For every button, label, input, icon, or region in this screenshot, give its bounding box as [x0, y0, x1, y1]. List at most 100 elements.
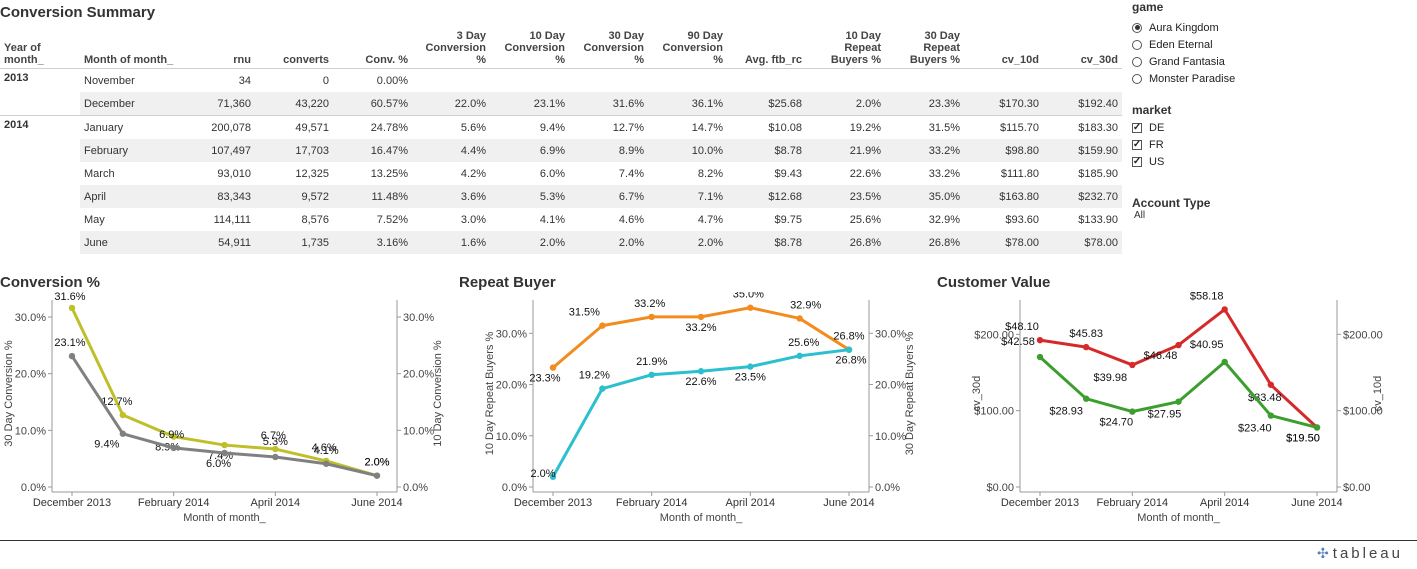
x-tick-label: April 2014: [251, 497, 301, 509]
table-cell: 5.6%: [412, 115, 490, 139]
col-header-cv10d[interactable]: cv_10d: [1001, 54, 1039, 66]
data-label: $39.98: [1094, 372, 1128, 384]
tableau-logo[interactable]: ✣ tableau: [1317, 545, 1403, 562]
data-point: [272, 453, 279, 461]
table-cell: 22.0%: [412, 92, 490, 116]
table-cell: $93.60: [1005, 213, 1039, 226]
data-label: 2.0%: [364, 457, 389, 469]
data-point: [599, 385, 606, 392]
customer-value-chart: $0.00 $0.00 $100.00 $100.00 $200.00 $200.00 De…: [971, 292, 1384, 524]
x-tick-label: April 2014: [726, 497, 776, 509]
y-tick-label-left: 0.0%: [21, 482, 46, 494]
data-point: [322, 460, 330, 467]
checkbox[interactable]: ✓: [1132, 138, 1142, 150]
conversion-chart: 0.0% 0.0% 10.0% 10.0% 20.0% 20.0% 30.0% 30.0% De…: [3, 292, 444, 524]
table-cell: 12.7%: [569, 115, 648, 139]
filter-game-title: game: [1132, 0, 1164, 14]
col-header-month[interactable]: Month of month_: [84, 54, 174, 66]
data-point: [1082, 343, 1090, 351]
col-header-avg-ftb[interactable]: Avg. ftb_rc: [744, 54, 802, 66]
data-point: [1175, 341, 1182, 349]
table-cell: 5.3%: [490, 185, 569, 208]
game-option-label: Monster Paradise: [1149, 72, 1236, 85]
table-cell: 3.0%: [460, 213, 486, 226]
data-point: [648, 313, 655, 321]
account-type-dropdown[interactable]: All: [1134, 210, 1146, 221]
table-cell: $133.90: [1078, 213, 1118, 226]
table-cell: $185.90: [1078, 167, 1118, 180]
data-label: $23.40: [1238, 423, 1272, 435]
y-axis-title-right: cv_10d: [1372, 376, 1384, 411]
table-cell: $8.78: [727, 139, 806, 162]
market-option[interactable]: ✓ DE: [1132, 119, 1402, 136]
col-header-3day[interactable]: 3 Day Conversion %: [425, 30, 486, 66]
y-axis-title-left: cv_30d: [971, 376, 983, 411]
data-point: [170, 433, 177, 440]
data-label: $42.58: [1001, 336, 1035, 348]
table-cell: 4.4%: [412, 139, 490, 162]
table-cell: 43,220: [255, 92, 333, 116]
table-cell: 14.7%: [648, 115, 727, 139]
table-cell: [569, 68, 648, 92]
table-cell: $9.75: [774, 213, 802, 226]
table-cell: $12.68: [727, 185, 806, 208]
data-point: [549, 364, 557, 371]
market-option-label: DE: [1149, 121, 1165, 134]
cell-year: [0, 92, 80, 116]
col-header-10day[interactable]: 10 Day Conversion %: [504, 30, 565, 66]
y-tick-label-left: $200.00: [974, 329, 1014, 341]
radio-button[interactable]: [1132, 22, 1142, 33]
data-label: $46.48: [1144, 350, 1178, 362]
col-header-10day-repeat[interactable]: 10 Day Repeat Buyers %: [830, 30, 881, 66]
col-header-cv30d[interactable]: cv_30d: [1080, 54, 1118, 66]
game-option-label: Grand Fantasia: [1149, 55, 1225, 68]
cell-month: November: [80, 68, 182, 92]
data-label: 22.6%: [685, 376, 716, 388]
y-tick-label-right: $0.00: [1343, 482, 1371, 494]
data-label: 23.1%: [54, 337, 85, 349]
data-point: [1036, 353, 1044, 361]
game-option[interactable]: Grand Fantasia: [1132, 53, 1402, 70]
col-header-year[interactable]: Year of month_: [4, 42, 44, 66]
checkbox[interactable]: ✓: [1132, 121, 1142, 133]
table-cell: 7.52%: [376, 213, 408, 226]
x-tick-label: June 2014: [1291, 497, 1342, 509]
data-point: [845, 346, 853, 353]
game-option-label: Aura Kingdom: [1149, 21, 1219, 34]
cell-year: 2014: [0, 115, 80, 139]
table-cell: [490, 68, 569, 92]
checkbox[interactable]: ✓: [1132, 155, 1142, 167]
col-header-90day[interactable]: 90 Day Conversion %: [662, 30, 723, 66]
data-label: 26.8%: [835, 355, 866, 367]
radio-button[interactable]: [1132, 39, 1142, 50]
table-cell: [648, 68, 727, 92]
radio-button[interactable]: [1132, 73, 1142, 84]
market-option[interactable]: ✓ FR: [1132, 136, 1402, 153]
table-cell: 1.6%: [412, 231, 490, 254]
y-tick-label-right: 10.0%: [403, 425, 434, 437]
data-label: 6.0%: [206, 458, 231, 470]
col-header-rnu[interactable]: rnu: [233, 54, 251, 66]
col-header-converts[interactable]: converts: [283, 54, 329, 66]
table-cell: 4.6%: [618, 213, 644, 226]
market-option[interactable]: ✓ US: [1132, 153, 1402, 170]
table-cell: 3.16%: [333, 231, 412, 254]
y-tick-label-right: 0.0%: [875, 482, 900, 494]
table-row: June 54,911 1,735 3.16% 1.6% 2.0% 2.0% 2.0% $8.7…: [0, 231, 1122, 254]
col-header-conv-pct[interactable]: Conv. %: [365, 54, 408, 66]
game-option[interactable]: Aura Kingdom: [1132, 19, 1402, 36]
table-cell: 2.0%: [806, 92, 885, 116]
col-header-30day[interactable]: 30 Day Conversion %: [583, 30, 644, 66]
radio-button[interactable]: [1132, 56, 1142, 67]
table-cell: 200,078: [182, 115, 255, 139]
cell-month: December: [80, 92, 182, 116]
game-option[interactable]: Monster Paradise: [1132, 70, 1402, 87]
data-point: [599, 322, 606, 329]
game-option[interactable]: Eden Eternal: [1132, 36, 1402, 53]
col-header-30day-repeat[interactable]: 30 Day Repeat Buyers %: [909, 30, 960, 66]
data-point: [796, 315, 803, 322]
filter-account-type-title: Account Type: [1132, 196, 1211, 210]
table-cell: 23.3%: [885, 92, 964, 116]
table-cell: 35.0%: [885, 185, 964, 208]
data-label: $28.93: [1049, 406, 1083, 418]
